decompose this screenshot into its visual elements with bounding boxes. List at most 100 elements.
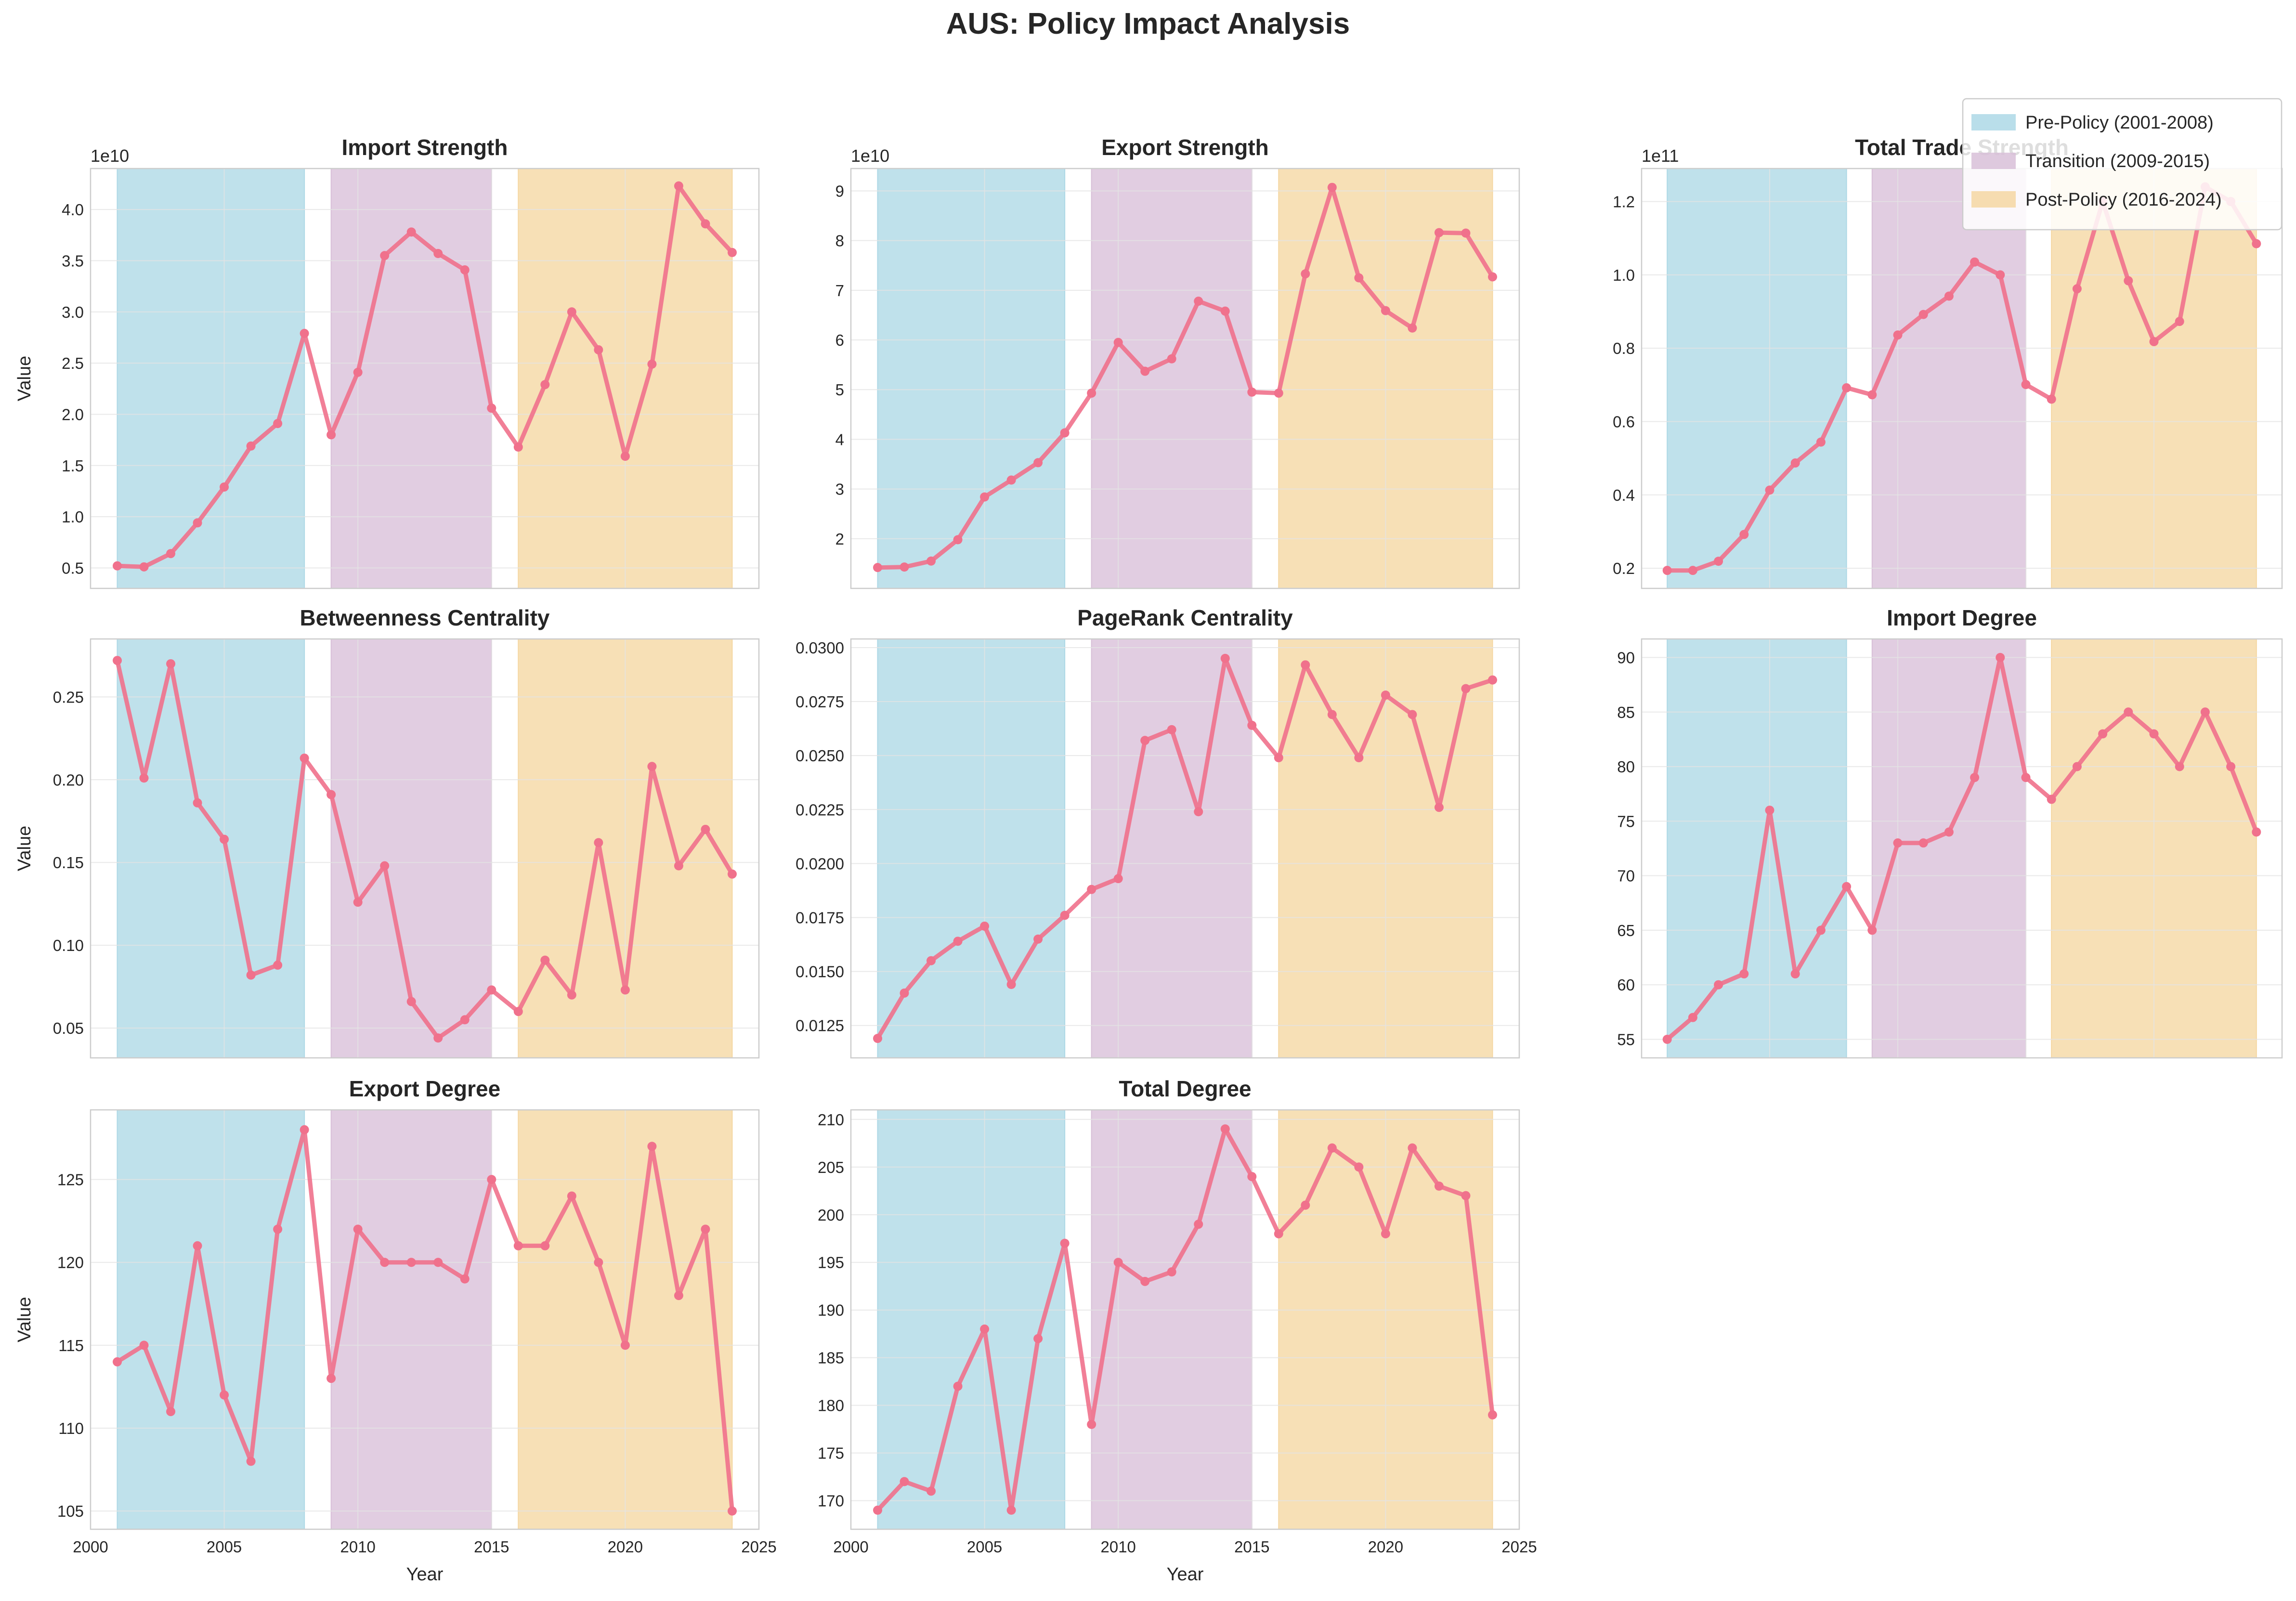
data-point bbox=[1739, 530, 1749, 539]
data-point bbox=[2149, 729, 2159, 739]
data-point bbox=[353, 1224, 363, 1234]
data-point bbox=[647, 359, 657, 369]
y-tick-label: 0.5 bbox=[62, 559, 84, 577]
data-point bbox=[1274, 1229, 1283, 1238]
plot-frame bbox=[90, 638, 760, 1059]
data-point bbox=[980, 921, 990, 931]
y-tick-label: 115 bbox=[58, 1337, 84, 1354]
y-tick-label: 170 bbox=[818, 1492, 844, 1510]
data-point bbox=[926, 1486, 936, 1496]
data-point bbox=[1220, 653, 1230, 663]
data-point bbox=[873, 1034, 883, 1043]
y-tick-label: 0.05 bbox=[53, 1019, 84, 1037]
data-point bbox=[380, 251, 390, 260]
x-tick-label: 2005 bbox=[967, 1538, 1002, 1556]
data-point bbox=[353, 898, 363, 907]
data-point bbox=[1247, 387, 1257, 397]
subplot-title: Export Strength bbox=[1101, 135, 1269, 160]
y-tick-label: 0.0250 bbox=[796, 747, 844, 765]
data-point bbox=[1714, 557, 1723, 566]
data-point bbox=[1944, 291, 1954, 301]
series-line bbox=[115, 658, 734, 1041]
y-tick-label: 2.0 bbox=[62, 405, 84, 423]
data-point bbox=[1060, 911, 1070, 920]
data-point bbox=[2252, 239, 2261, 248]
y-tick-label: 2 bbox=[835, 530, 844, 548]
data-point bbox=[1060, 1238, 1070, 1248]
data-point bbox=[1461, 684, 1471, 693]
y-tick-label: 75 bbox=[1617, 812, 1635, 830]
data-point bbox=[674, 181, 683, 191]
period-band-1 bbox=[877, 1109, 1066, 1530]
data-point bbox=[1893, 838, 1903, 848]
legend-box bbox=[1962, 98, 2283, 231]
data-point bbox=[1434, 1181, 1444, 1191]
data-point bbox=[1842, 882, 1852, 891]
axis-scale-note: 1e11 bbox=[1642, 146, 1679, 166]
y-tick-label: 0.0225 bbox=[796, 801, 844, 819]
x-axis-label: Year bbox=[406, 1564, 444, 1585]
x-tick-label: 2025 bbox=[741, 1538, 776, 1556]
y-tick-label: 70 bbox=[1617, 867, 1635, 885]
y-tick-label: 125 bbox=[57, 1171, 84, 1189]
subplot-8: 170 175 180 185 190 195 200 205 210 2000 2005 2010 2… bbox=[818, 1076, 1537, 1585]
y-tick-label: 7 bbox=[835, 282, 844, 299]
x-tick-label: 2025 bbox=[1501, 1538, 1537, 1556]
y-tick-label: 3.0 bbox=[62, 303, 84, 321]
data-point bbox=[567, 990, 576, 1000]
data-point bbox=[2175, 317, 2184, 326]
data-point bbox=[900, 1477, 909, 1486]
data-point bbox=[1113, 338, 1123, 347]
y-axis-label: Value bbox=[14, 356, 35, 401]
period-band-1 bbox=[1667, 168, 1847, 589]
x-tick-label: 2010 bbox=[1100, 1538, 1135, 1556]
data-point bbox=[926, 956, 936, 965]
data-point bbox=[980, 1324, 990, 1334]
data-point bbox=[1970, 257, 1980, 267]
data-point bbox=[567, 307, 576, 317]
data-point bbox=[487, 404, 496, 413]
y-tick-label: 1.0 bbox=[1613, 266, 1635, 284]
subplot-title: Import Strength bbox=[342, 135, 508, 160]
data-point bbox=[1816, 437, 1826, 447]
y-tick-label: 0.0300 bbox=[796, 639, 844, 657]
period-band-2 bbox=[1091, 1109, 1252, 1530]
data-point bbox=[326, 430, 336, 440]
y-tick-label: 1.0 bbox=[62, 508, 84, 526]
data-point bbox=[2072, 762, 2082, 771]
data-point bbox=[647, 1142, 657, 1151]
data-point bbox=[1765, 485, 1774, 495]
y-tick-label: 8 bbox=[835, 232, 844, 250]
y-tick-label: 3.5 bbox=[62, 252, 84, 270]
data-point bbox=[1354, 273, 1364, 283]
y-tick-label: 185 bbox=[818, 1349, 844, 1367]
data-point bbox=[460, 1015, 470, 1025]
data-point bbox=[1220, 306, 1230, 316]
data-point bbox=[1220, 1124, 1230, 1134]
data-point bbox=[1739, 969, 1749, 979]
data-point bbox=[433, 1033, 443, 1043]
data-point bbox=[460, 265, 470, 275]
data-point bbox=[1461, 228, 1471, 238]
series-line bbox=[1665, 184, 2259, 573]
plot-frame bbox=[1641, 168, 2283, 589]
data-point bbox=[1434, 228, 1444, 237]
data-point bbox=[1662, 1034, 1672, 1044]
y-tick-label: 175 bbox=[818, 1445, 844, 1462]
data-point bbox=[1113, 874, 1123, 884]
data-point bbox=[273, 960, 283, 970]
data-point bbox=[1087, 1419, 1096, 1429]
data-point bbox=[1140, 736, 1150, 745]
y-tick-label: 4.0 bbox=[62, 201, 84, 219]
legend: Pre-Policy (2001-2008) Transition (2009-2… bbox=[1962, 98, 2283, 231]
subplot-6: 55 60 65 70 75 80 85 90 Import Degree bbox=[1617, 605, 2283, 1059]
data-point bbox=[2021, 380, 2031, 390]
x-tick-label: 2000 bbox=[73, 1538, 108, 1556]
data-point bbox=[1381, 690, 1390, 700]
data-point bbox=[513, 1007, 523, 1016]
data-point bbox=[953, 535, 963, 545]
data-point bbox=[980, 492, 990, 502]
data-point bbox=[594, 345, 603, 354]
data-point bbox=[1662, 566, 1672, 575]
